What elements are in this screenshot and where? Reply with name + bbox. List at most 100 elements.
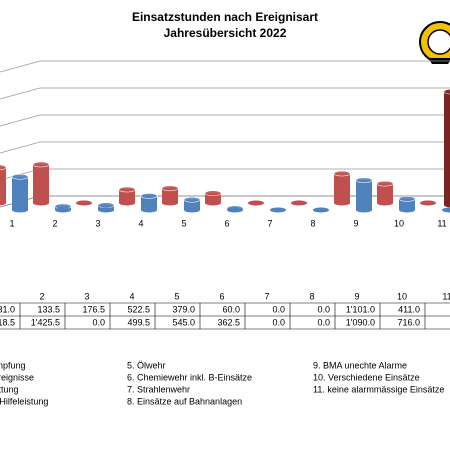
bar-top xyxy=(333,170,351,177)
bar xyxy=(377,183,393,203)
bar xyxy=(33,164,49,203)
bar-top xyxy=(355,177,373,184)
table-cell: 0.0 xyxy=(317,317,330,327)
x-tick-label: 2 xyxy=(52,218,57,228)
x-tick-label: 10 xyxy=(394,218,404,228)
table-header: 9 xyxy=(354,291,359,301)
bar-top xyxy=(183,196,201,203)
legend-item: 4. Technische Hilfeleistung xyxy=(0,396,48,406)
bar-top xyxy=(204,190,222,197)
legend-item: 11. keine alarmmässige Einsätze xyxy=(313,384,444,394)
table-header: 7 xyxy=(264,291,269,301)
logo xyxy=(419,21,450,64)
x-tick-label: 4 xyxy=(138,218,143,228)
bar-top xyxy=(140,193,158,199)
legend-item: 7. Strahlenwehr xyxy=(127,384,190,394)
bar-bottom xyxy=(184,207,200,213)
x-tick-label: 11 xyxy=(437,218,446,228)
table-header: 5 xyxy=(174,291,179,301)
table-cell: 499.5 xyxy=(127,317,150,327)
x-tick-label: 8 xyxy=(310,218,315,228)
bar-top xyxy=(97,202,115,209)
x-tick-label: 5 xyxy=(181,218,186,228)
bar-bottom xyxy=(12,207,28,213)
x-tick-label: 7 xyxy=(267,218,272,228)
bar-bottom xyxy=(356,207,372,213)
legend-item: 5. Ölwehr xyxy=(127,360,166,370)
table-cell: 1'090.0 xyxy=(346,317,375,327)
bar xyxy=(12,176,28,210)
table-cell: 379.0 xyxy=(172,304,195,314)
bar-bottom xyxy=(291,200,307,206)
table-header: 4 xyxy=(129,291,134,301)
bar-bottom xyxy=(227,207,243,213)
bar-top xyxy=(11,173,29,180)
bar-bottom xyxy=(313,207,329,213)
table-cell: 0.0 xyxy=(272,317,285,327)
table-cell: 0.0 xyxy=(272,304,285,314)
bar-bottom xyxy=(0,200,6,206)
table-cell: 716.0 xyxy=(397,317,420,327)
legend-item: 2. Elementarereignisse xyxy=(0,372,34,382)
bar-bottom xyxy=(205,200,221,206)
bar xyxy=(205,193,221,203)
bar-bottom xyxy=(444,202,450,208)
bar-bottom xyxy=(334,200,350,206)
x-tick-label: 9 xyxy=(353,218,358,228)
table-header: 3 xyxy=(84,291,89,301)
table-cell: 0.0 xyxy=(92,317,105,327)
bar xyxy=(0,167,6,203)
bar xyxy=(356,180,372,210)
bar xyxy=(162,188,178,203)
bar-bottom xyxy=(33,200,49,206)
table-cell: 522.5 xyxy=(127,304,150,314)
table-cell: 1'318.5 xyxy=(0,317,15,327)
table-cell: 362.5 xyxy=(217,317,240,327)
chart-title: Einsatzstunden nach Ereignisart xyxy=(132,10,318,24)
grid-line xyxy=(0,141,450,154)
bar-bottom xyxy=(119,200,135,206)
table-cell: 1'231.0 xyxy=(0,304,15,314)
table-cell: 411.0 xyxy=(398,304,420,314)
table-header: 6 xyxy=(219,291,224,301)
table-cell: 545.0 xyxy=(172,317,195,327)
bar xyxy=(119,189,135,203)
legend-item: 6. Chemiewehr inkl. B-Einsätze xyxy=(127,372,252,382)
table-cell: 1'425.5 xyxy=(31,317,60,327)
table-header: 2 xyxy=(39,291,44,301)
bar-bottom xyxy=(399,207,415,213)
x-tick-label: 1 xyxy=(9,218,14,228)
table-cell: 60.0 xyxy=(222,304,240,314)
bar xyxy=(444,91,450,205)
bar-top xyxy=(0,164,7,171)
table-header: 11 xyxy=(442,291,450,301)
legend-item: 9. BMA unechte Alarme xyxy=(313,360,407,370)
x-tick-label: 3 xyxy=(95,218,100,228)
legend-item: 8. Einsätze auf Bahnanlagen xyxy=(127,396,242,406)
table-cell: 176.5 xyxy=(82,304,105,314)
bar xyxy=(399,198,415,210)
grid-line xyxy=(0,87,450,100)
bar-top xyxy=(118,186,136,193)
grid-line xyxy=(0,168,450,181)
bar-bottom xyxy=(76,200,92,206)
bar-top xyxy=(398,196,416,202)
grid-line xyxy=(0,114,450,127)
bar xyxy=(334,173,350,203)
legend-item: 1. Brandbekämpfung xyxy=(0,360,26,370)
table-cell: 1'101.0 xyxy=(346,304,375,314)
bar-bottom xyxy=(141,207,157,213)
bar-top xyxy=(32,161,50,168)
legend-item: 3. Personenrettung xyxy=(0,384,19,394)
chart-subtitle: Jahresübersicht 2022 xyxy=(164,26,287,40)
bar-bottom xyxy=(55,207,71,213)
bar-bottom xyxy=(162,200,178,206)
bar-bottom xyxy=(442,207,450,213)
table-header: 10 xyxy=(397,291,407,301)
table-header: 8 xyxy=(309,291,314,301)
bar xyxy=(184,199,200,210)
bar-bottom xyxy=(420,200,436,206)
bar-bottom xyxy=(248,200,264,206)
table-cell: 0.0 xyxy=(317,304,330,314)
